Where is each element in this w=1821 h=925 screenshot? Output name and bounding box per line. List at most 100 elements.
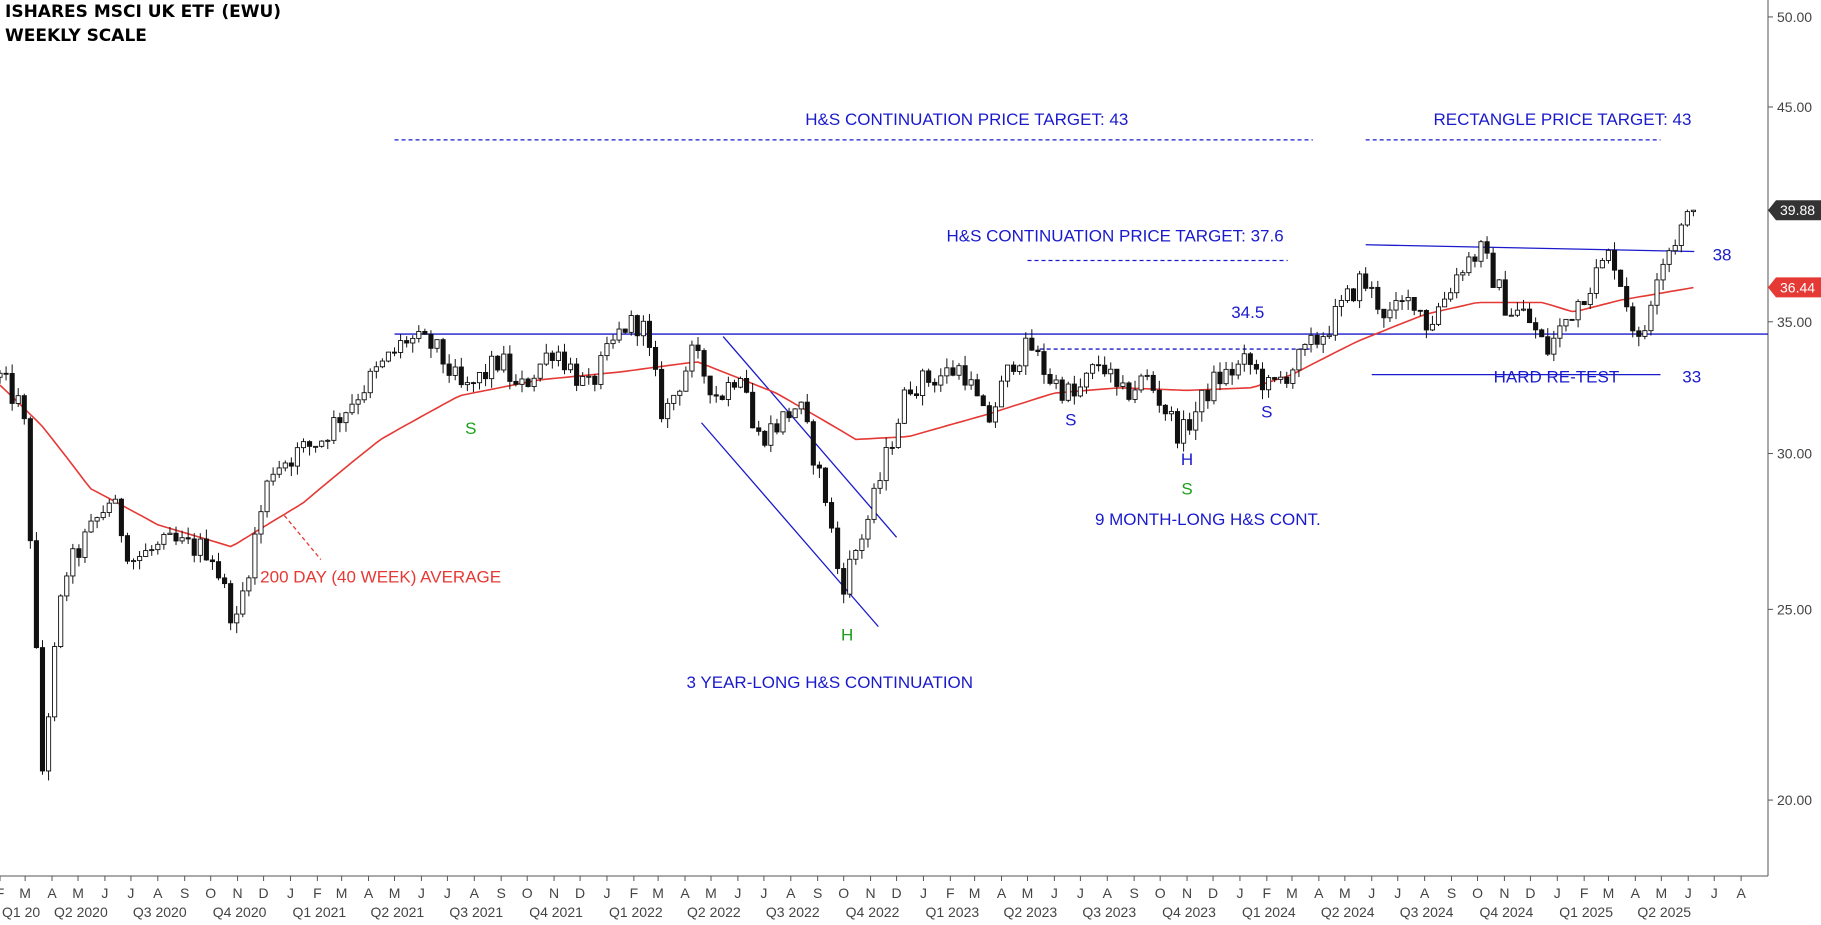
candle — [64, 572, 70, 602]
candle-body — [1557, 325, 1563, 339]
candle — [980, 394, 986, 407]
candle — [1599, 257, 1605, 269]
candle — [76, 544, 82, 567]
small-left-shoulder-label: S — [1065, 411, 1076, 430]
candle-body — [1284, 376, 1290, 384]
chart-title: ISHARES MSCI UK ETF (EWU) — [5, 2, 282, 22]
hs-target-37-6-label: H&S CONTINUATION PRICE TARGET: 37.6 — [946, 226, 1283, 245]
candle-body — [173, 532, 179, 542]
y-tick-label: 25.00 — [1777, 601, 1812, 617]
candle-body — [1217, 371, 1223, 385]
candle — [1174, 408, 1181, 449]
candle — [1102, 356, 1108, 377]
candle-body — [1278, 376, 1284, 380]
candle — [956, 363, 962, 380]
candle-body — [1478, 241, 1484, 262]
candle-body — [410, 337, 416, 344]
candle-body — [1405, 297, 1411, 302]
x-month-label: D — [575, 885, 585, 901]
candle-body — [276, 467, 282, 475]
x-month-label: J — [1554, 885, 1561, 901]
candle — [968, 371, 974, 390]
x-quarter-label: Q4 2022 — [846, 904, 900, 920]
candle — [422, 328, 428, 335]
candle-body — [1526, 308, 1533, 324]
candle-body — [1005, 364, 1011, 382]
candle-body — [1235, 363, 1241, 376]
chart-subtitle: WEEKLY SCALE — [5, 26, 147, 46]
candle — [3, 366, 9, 381]
candle-body — [1053, 379, 1059, 384]
x-month-label: F — [946, 885, 955, 901]
candle-body — [1672, 245, 1678, 252]
candle — [1253, 359, 1259, 375]
candle — [70, 543, 76, 584]
candle — [962, 355, 968, 391]
candle-body — [1114, 368, 1120, 387]
x-month-label: F — [0, 885, 4, 901]
candle — [391, 347, 398, 357]
candle-body — [677, 390, 683, 396]
candle-body — [640, 320, 646, 337]
candle — [683, 366, 689, 392]
rectangle-top-38 — [1365, 244, 1695, 253]
candle — [1478, 240, 1484, 268]
candle — [258, 504, 264, 544]
x-month-label: J — [101, 885, 108, 901]
candle — [130, 558, 137, 570]
candle-body — [1332, 305, 1338, 336]
candle-body — [46, 716, 52, 772]
candle-body — [398, 340, 404, 353]
candle-body — [1102, 364, 1108, 375]
candle-body — [1047, 374, 1053, 384]
candle-body — [926, 370, 932, 383]
candle-body — [1193, 411, 1199, 431]
candle-body — [1381, 308, 1387, 319]
candle — [920, 368, 926, 406]
candle-body — [756, 427, 762, 432]
candle-body — [167, 532, 173, 535]
candle-body — [962, 365, 968, 386]
candle-body — [1138, 375, 1144, 391]
candle-body — [1393, 300, 1399, 311]
candle-body — [1690, 209, 1696, 213]
x-quarter-label: Q3 2024 — [1400, 904, 1454, 920]
candle-body — [228, 583, 234, 624]
x-quarter-label: Q1 2023 — [925, 904, 979, 920]
candle — [689, 340, 695, 378]
x-month-label: J — [1711, 885, 1718, 901]
candle-body — [998, 380, 1005, 408]
candle-body — [719, 395, 725, 400]
candle-body — [428, 333, 434, 349]
candle-body — [416, 330, 422, 339]
candle — [276, 460, 282, 478]
candle-body — [252, 533, 258, 579]
candle — [446, 354, 452, 383]
candle-body — [1272, 377, 1278, 380]
candle-body — [313, 445, 319, 448]
candle-body — [810, 421, 816, 466]
candle-body — [446, 363, 452, 376]
candle-body — [1023, 337, 1029, 367]
candle-body — [628, 315, 634, 333]
candle — [0, 370, 3, 384]
x-month-label: F — [313, 885, 322, 901]
candle — [1138, 373, 1144, 393]
candle-body — [1357, 273, 1363, 302]
candle-body — [731, 382, 737, 388]
candle-body — [786, 411, 792, 419]
candle-body — [82, 531, 88, 558]
candle — [15, 388, 21, 407]
candle-body — [1017, 365, 1023, 372]
candle-body — [1096, 364, 1102, 367]
candle-body — [391, 351, 398, 354]
candle-body — [974, 379, 980, 397]
candle — [640, 315, 646, 346]
x-quarter-label: Q1 2025 — [1559, 904, 1613, 920]
candle — [561, 343, 568, 375]
candle-body — [1605, 249, 1612, 261]
x-month-label: O — [205, 885, 216, 901]
candle-body — [1229, 368, 1235, 376]
